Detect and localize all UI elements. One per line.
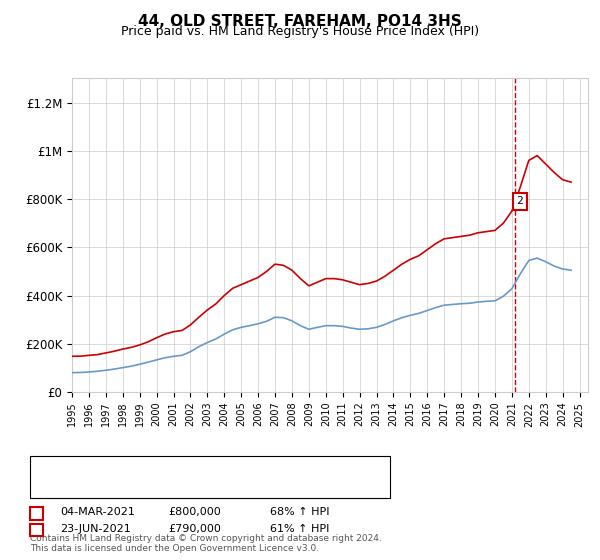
Text: 61% ↑ HPI: 61% ↑ HPI: [270, 524, 329, 534]
Text: Contains HM Land Registry data © Crown copyright and database right 2024.
This d: Contains HM Land Registry data © Crown c…: [30, 534, 382, 553]
Text: 04-MAR-2021: 04-MAR-2021: [60, 507, 135, 517]
Text: 2: 2: [33, 524, 40, 534]
Text: £790,000: £790,000: [168, 524, 221, 534]
Text: HPI: Average price, detached house, Fareham: HPI: Average price, detached house, Fare…: [81, 478, 319, 488]
Text: Price paid vs. HM Land Registry's House Price Index (HPI): Price paid vs. HM Land Registry's House …: [121, 25, 479, 38]
Text: 68% ↑ HPI: 68% ↑ HPI: [270, 507, 329, 517]
Text: 44, OLD STREET, FAREHAM, PO14 3HS: 44, OLD STREET, FAREHAM, PO14 3HS: [138, 14, 462, 29]
Text: £800,000: £800,000: [168, 507, 221, 517]
Text: 2: 2: [517, 197, 523, 207]
Text: 1: 1: [33, 507, 40, 517]
Text: 44, OLD STREET, FAREHAM, PO14 3HS (detached house): 44, OLD STREET, FAREHAM, PO14 3HS (detac…: [81, 461, 375, 472]
Text: 23-JUN-2021: 23-JUN-2021: [60, 524, 131, 534]
